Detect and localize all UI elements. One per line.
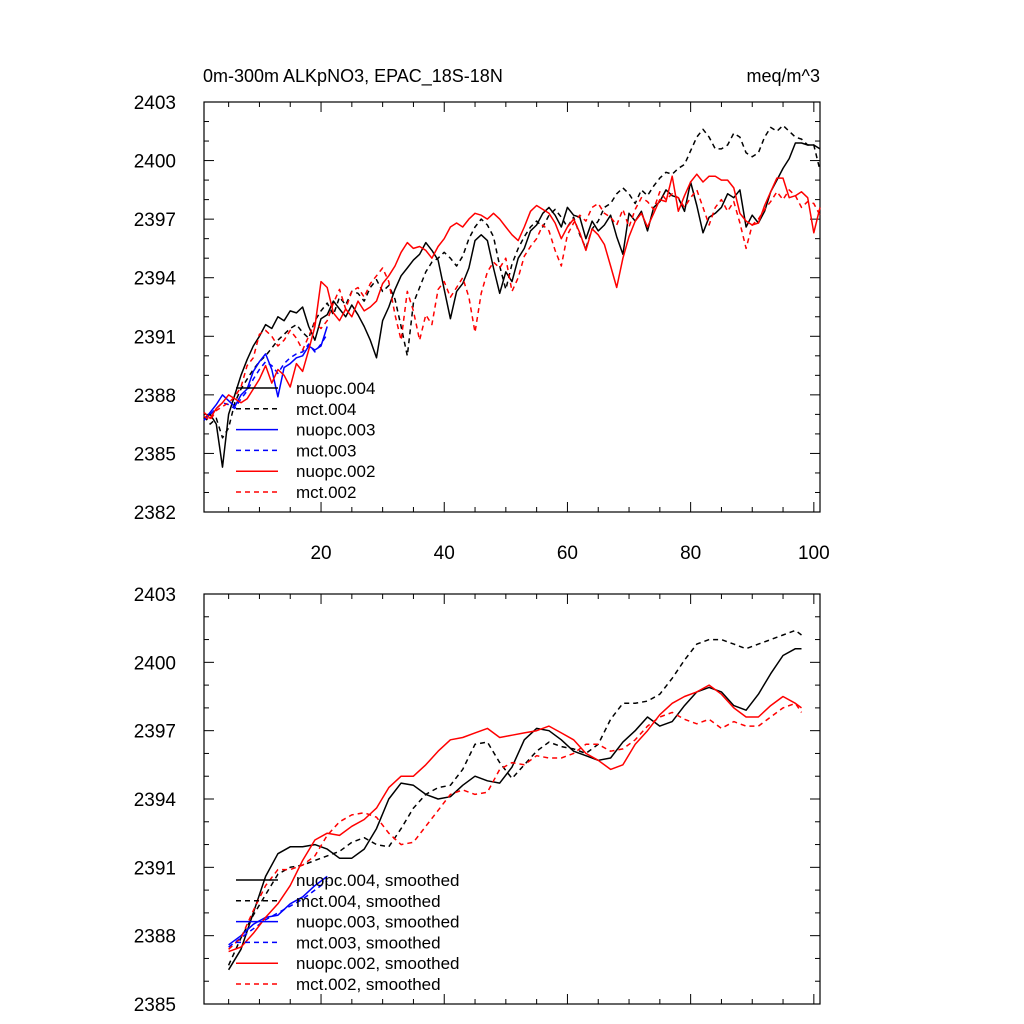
top-legend-label: mct.003 <box>296 441 356 460</box>
bottom-series-line-5 <box>228 702 803 950</box>
top-y-tick-label: 2388 <box>134 386 176 407</box>
top-y-tick-label: 2400 <box>134 152 176 173</box>
bottom-y-tick-label: 2391 <box>134 858 176 879</box>
top-series-line-2 <box>203 326 328 421</box>
top-legend-label: nuopc.003 <box>296 421 375 440</box>
bottom-legend-label: nuopc.003, smoothed <box>296 913 460 932</box>
bottom-legend-label: mct.004, smoothed <box>296 892 441 911</box>
bottom-legend-label: mct.003, smoothed <box>296 933 441 952</box>
bottom-legend-label: mct.002, smoothed <box>296 975 441 994</box>
top-series-line-5 <box>203 189 821 421</box>
top-x-tick-label: 80 <box>680 543 701 564</box>
bottom-series-line-2 <box>228 875 328 946</box>
bottom-panel-smoothed: 2385 2388 2391 2394 2397 2400 2403 nuopc.004, s… <box>134 585 821 1016</box>
top-legend-label: mct.004 <box>296 400 356 419</box>
bottom-y-tick-label: 2388 <box>134 927 176 948</box>
top-panel-raw: 2382 2385 2388 2391 2394 2397 2400 2403 20 40 60 80… <box>134 93 830 564</box>
top-x-tick-label: 100 <box>798 543 830 564</box>
bottom-y-tick-label: 2400 <box>134 653 176 674</box>
top-plot-frame <box>203 101 821 513</box>
top-series-line-1 <box>203 124 821 439</box>
top-y-tick-label: 2385 <box>134 444 176 465</box>
top-series-line-0 <box>203 142 821 468</box>
top-series-line-4 <box>203 173 821 420</box>
top-x-tick-label: 40 <box>434 543 455 564</box>
top-legend-label: mct.002 <box>296 483 356 502</box>
bottom-series-line-0 <box>227 647 802 971</box>
top-y-tick-label: 2391 <box>134 327 176 348</box>
bottom-y-tick-label: 2385 <box>134 995 176 1016</box>
top-legend-label: nuopc.004 <box>296 379 375 398</box>
top-x-tick-label: 20 <box>310 543 331 564</box>
bottom-legend-label: nuopc.002, smoothed <box>296 954 460 973</box>
top-series-line-3 <box>203 333 328 421</box>
bottom-series-line-1 <box>227 629 802 966</box>
top-y-tick-label: 2394 <box>134 269 177 290</box>
top-y-tick-label: 2403 <box>134 93 176 114</box>
bottom-y-tick-label: 2403 <box>134 585 176 606</box>
bottom-series-line-4 <box>228 684 802 953</box>
bottom-series-line-3 <box>228 880 328 948</box>
chart-title: 0m-300m ALKpNO3, EPAC_18S-18N <box>203 66 503 87</box>
top-y-tick-label: 2382 <box>134 503 176 524</box>
top-legend-label: nuopc.002 <box>296 462 375 481</box>
bottom-legend-label: nuopc.004, smoothed <box>296 871 460 890</box>
bottom-y-tick-label: 2394 <box>134 790 177 811</box>
top-y-tick-label: 2397 <box>134 210 176 231</box>
bottom-y-tick-label: 2397 <box>134 722 176 743</box>
units-label: meq/m^3 <box>747 66 820 86</box>
top-x-tick-label: 60 <box>557 543 578 564</box>
